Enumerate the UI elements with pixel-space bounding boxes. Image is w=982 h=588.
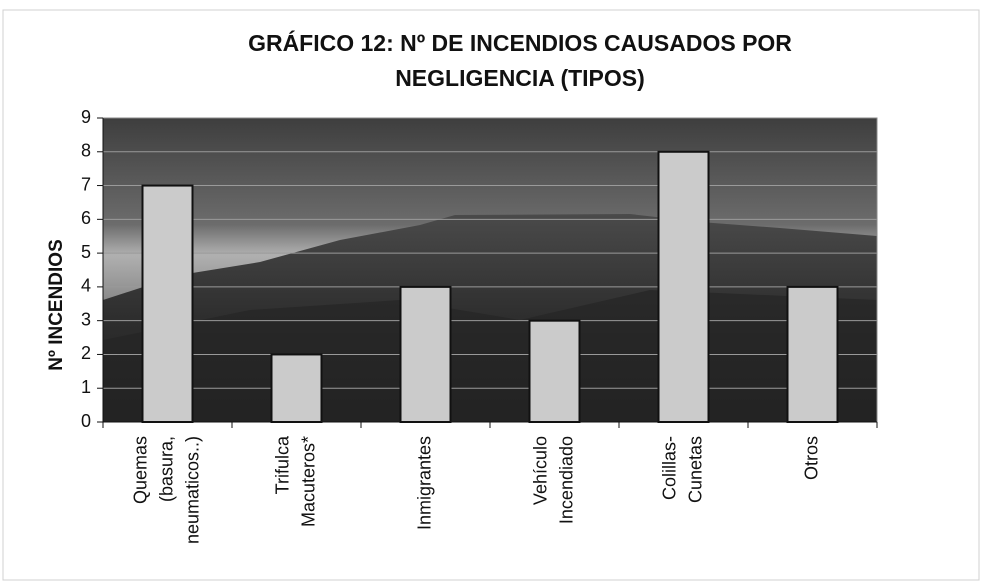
x-tick-label: Macuteros* bbox=[298, 436, 318, 527]
y-tick-label: 5 bbox=[81, 242, 91, 262]
frame bbox=[2, 9, 980, 581]
x-tick-label: Cunetas bbox=[685, 436, 705, 503]
y-tick-label: 1 bbox=[81, 377, 91, 397]
bar bbox=[141, 184, 194, 423]
x-tick-label: neumaticos..) bbox=[182, 436, 202, 544]
y-axis-label: Nº INCENDIOS bbox=[46, 239, 67, 371]
y-tick-label: 8 bbox=[81, 141, 91, 161]
bar bbox=[657, 150, 710, 423]
bar bbox=[399, 285, 452, 423]
x-tick-label: (basura, bbox=[156, 436, 176, 502]
y-tick-label: 9 bbox=[81, 107, 91, 127]
x-tick-label: Incendiado bbox=[556, 436, 576, 524]
bar bbox=[528, 319, 581, 423]
y-tick-label: 2 bbox=[81, 343, 91, 363]
x-tick-label: Inmigrantes bbox=[414, 436, 434, 530]
bar bbox=[786, 285, 839, 423]
chart-title: NEGLIGENCIA (TIPOS) bbox=[395, 65, 645, 91]
y-tick-label: 6 bbox=[81, 208, 91, 228]
x-tick-label: Otros bbox=[801, 436, 821, 480]
plot-background bbox=[103, 118, 877, 422]
y-tick-label: 3 bbox=[81, 309, 91, 329]
chart-title: GRÁFICO 12: Nº DE INCENDIOS CAUSADOS POR bbox=[248, 29, 792, 56]
y-tick-label: 4 bbox=[81, 276, 91, 296]
x-tick-label: Trifulca bbox=[272, 435, 292, 494]
y-tick-label: 0 bbox=[81, 411, 91, 431]
bar bbox=[270, 353, 323, 424]
y-tick-label: 7 bbox=[81, 174, 91, 194]
x-tick-label: Colillas- bbox=[659, 436, 679, 500]
x-tick-label: Vehículo bbox=[530, 436, 550, 505]
x-tick-label: Quemas bbox=[130, 436, 150, 504]
